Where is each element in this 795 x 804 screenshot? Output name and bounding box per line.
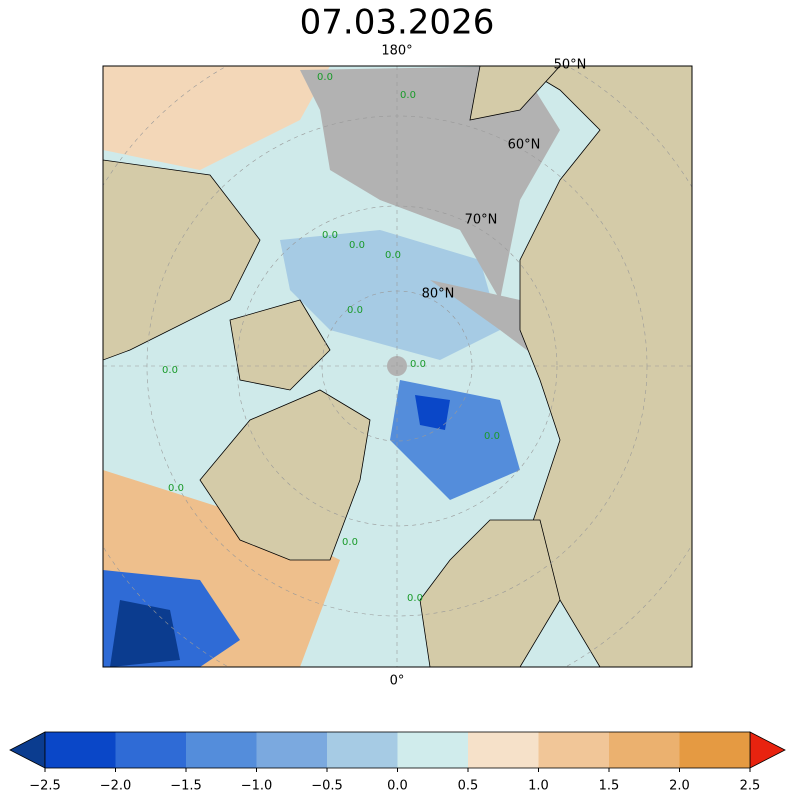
meridian-label: 0° <box>390 674 405 689</box>
contour-label: 0.0 <box>385 250 401 261</box>
colorbar: −2.5 −2.0 −1.5 −1.0 −0.5 0.0 0.5 1.0 1.5 2.0 2.5 <box>9 731 786 794</box>
contour-label: 0.0 <box>407 593 423 604</box>
contour-label: 0.0 <box>162 365 178 376</box>
contour-label: 0.0 <box>400 90 416 101</box>
contour-label: 0.0 <box>484 431 500 442</box>
colorbar-over <box>749 731 786 769</box>
anomaly-patch <box>110 600 180 667</box>
latitude-label: 50°N <box>554 58 587 73</box>
colorbar-under <box>9 731 46 769</box>
ice-zone <box>300 66 560 300</box>
anomaly-patch <box>280 230 500 360</box>
contour-label: 0.0 <box>168 483 184 494</box>
graticule <box>103 66 692 667</box>
land-north-america <box>103 159 261 361</box>
colorbar-tick-label: −2.5 <box>29 779 61 794</box>
map-title: 07.03.2026 <box>300 3 495 43</box>
colorbar-tick-label: 2.0 <box>669 779 690 794</box>
land-alaska <box>469 66 561 121</box>
contour-label: 0.0 <box>317 72 333 83</box>
contour-labels: 0.0 0.0 0.0 0.0 0.0 0.0 0.0 0.0 0.0 0.0 0.0 0.0 <box>162 72 500 604</box>
map-frame <box>102 65 693 668</box>
contour-label: 0.0 <box>349 240 365 251</box>
meridian-label: 180° <box>381 44 412 59</box>
latitude-label: 60°N <box>508 138 541 153</box>
ice-zone <box>430 280 540 360</box>
land-greenland <box>199 389 371 561</box>
colorbar-bin <box>327 732 398 768</box>
contour-label: 0.0 <box>347 305 363 316</box>
colorbar-bin <box>115 732 186 768</box>
colorbar-bin <box>397 732 468 768</box>
latitude-label: 80°N <box>422 287 455 302</box>
colorbar-bin <box>468 732 539 768</box>
contour-label: 0.0 <box>342 537 358 548</box>
contour-label: 0.0 <box>410 359 426 370</box>
land-arctic-islands <box>229 299 331 391</box>
land-eurasia <box>519 66 692 667</box>
colorbar-tick-label: 0.0 <box>387 779 408 794</box>
colorbar-bin <box>609 732 680 768</box>
contour-label: 0.0 <box>322 230 338 241</box>
colorbar-tick-label: 1.0 <box>528 779 549 794</box>
colorbar-tick-label: 0.5 <box>458 779 479 794</box>
map: 0.0 0.0 0.0 0.0 0.0 0.0 0.0 0.0 0.0 0.0 0.0 0.0 <box>103 66 692 667</box>
colorbar-tick-label: −2.0 <box>100 779 132 794</box>
colorbar-bin <box>679 732 750 768</box>
colorbar-bin <box>256 732 327 768</box>
anomaly-patch <box>415 395 450 430</box>
colorbar-tick-label: 2.5 <box>740 779 761 794</box>
colorbar-bin <box>186 732 257 768</box>
colorbar-bin <box>538 732 609 768</box>
latitude-label: 70°N <box>465 213 498 228</box>
colorbar-tick-label: −1.0 <box>241 779 273 794</box>
colorbar-bin <box>45 732 116 768</box>
colorbar-tick-label: −1.5 <box>170 779 202 794</box>
colorbar-tick-label: −0.5 <box>311 779 343 794</box>
land-scandinavia <box>419 519 561 667</box>
anomaly-patch <box>103 66 330 170</box>
colorbar-tick-label: 1.5 <box>599 779 620 794</box>
